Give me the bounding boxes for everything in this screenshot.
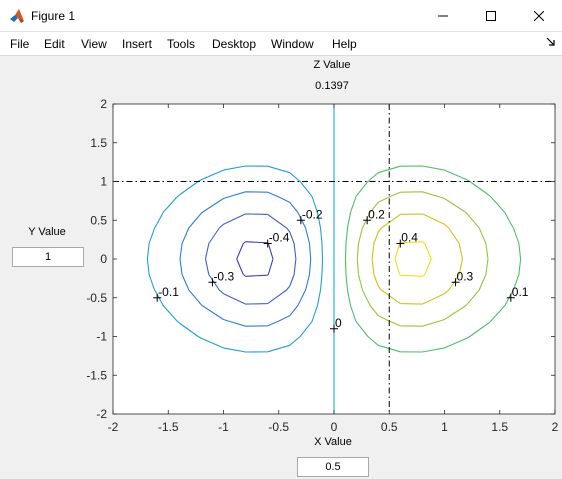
contour-label-marker: [208, 278, 217, 287]
contour-label-marker: [330, 324, 338, 333]
contour-label-marker: [296, 216, 305, 225]
menu-desktop[interactable]: Desktop: [212, 37, 257, 51]
axis-ticks: -2 -1.5 -1 -0.5 0 0.5 1 1.5 2 -2 -1.5 -1 -0.5 0 0.5 1 1.…: [86, 97, 558, 434]
x-tick-label: 2: [552, 420, 559, 434]
matlab-logo-icon: [10, 9, 24, 23]
x-tick-label: -2: [108, 420, 119, 434]
menu-insert[interactable]: Insert: [122, 37, 153, 51]
contour-label-text: -0.3: [213, 269, 234, 283]
minimize-icon: [438, 15, 448, 17]
y-tick-label: -0.5: [86, 291, 107, 305]
contour-label-text: 0.4: [401, 231, 418, 245]
menu-view[interactable]: View: [81, 37, 107, 51]
x-value-field[interactable]: 0.5: [297, 457, 369, 477]
contour-label-marker: [506, 293, 515, 302]
contour-label-text: -0.1: [158, 285, 179, 299]
y-tick-label: 1: [100, 175, 107, 189]
y-tick-label: -1: [96, 330, 107, 344]
minimize-button[interactable]: [420, 0, 466, 32]
x-tick-label: -1: [218, 420, 229, 434]
x-tick-label: 1.5: [491, 420, 508, 434]
x-tick-label: -0.5: [268, 420, 289, 434]
y-tick-label: 0: [100, 252, 107, 266]
x-value-label: X Value: [314, 436, 352, 448]
close-button[interactable]: [516, 0, 562, 32]
contour-label-marker: [153, 293, 162, 302]
contour-line-0.1: [344, 165, 522, 353]
contour-line--0.1: [146, 165, 324, 353]
contour-label-text: 0.1: [512, 285, 529, 299]
menu-bar: File Edit View Insert Tools Desktop Wind…: [0, 32, 562, 56]
contour-label-text: 0.3: [457, 269, 474, 283]
x-tick-label: 0.5: [381, 420, 398, 434]
contour-line--0.4: [236, 241, 274, 277]
menu-tools[interactable]: Tools: [167, 37, 196, 51]
contour-line-0.3: [371, 213, 464, 305]
menu-edit[interactable]: Edit: [44, 37, 65, 51]
y-tick-label: -1.5: [86, 368, 107, 382]
x-tick-label: -1.5: [158, 420, 179, 434]
y-tick-label: 0.5: [90, 213, 107, 227]
x-tick-label: 0: [331, 420, 338, 434]
y-tick-label: 2: [100, 97, 107, 111]
dock-arrow-icon[interactable]: [546, 37, 556, 47]
contour-label-marker: [451, 278, 460, 287]
contour-label-text: 0.2: [368, 207, 385, 221]
contour-label-marker: [396, 239, 405, 248]
contour-label-text: 0: [335, 316, 342, 330]
y-tick-label: 1.5: [90, 136, 107, 150]
menu-window[interactable]: Window: [271, 37, 314, 51]
contour-line--0.2: [179, 191, 312, 327]
contour-line--0.3: [204, 213, 297, 305]
maximize-icon: [486, 11, 496, 21]
contour-label-marker: [363, 216, 372, 225]
menu-file[interactable]: File: [10, 37, 30, 51]
menu-help[interactable]: Help: [332, 37, 357, 51]
contour-label-text: -0.2: [302, 207, 323, 221]
z-value-label: Z Value: [313, 59, 351, 71]
window-title: Figure 1: [31, 9, 76, 23]
y-tick-label: -2: [96, 407, 107, 421]
contour-labels: -0.4 -0.3 -0.2 -0.1 0 0.1 0.2 0.3 0.4: [153, 207, 529, 333]
contour-lines: [146, 104, 522, 414]
z-value-display: 0.1397: [315, 80, 349, 92]
crosshair: [113, 104, 555, 414]
close-icon: [534, 11, 544, 21]
y-value-field[interactable]: 1: [12, 247, 84, 267]
maximize-button[interactable]: [468, 0, 514, 32]
contour-label-marker: [263, 239, 272, 248]
y-value-label: Y Value: [28, 226, 66, 238]
title-bar: Figure 1: [0, 0, 562, 32]
contour-label-text: -0.4: [269, 231, 290, 245]
x-tick-label: 1: [441, 420, 448, 434]
